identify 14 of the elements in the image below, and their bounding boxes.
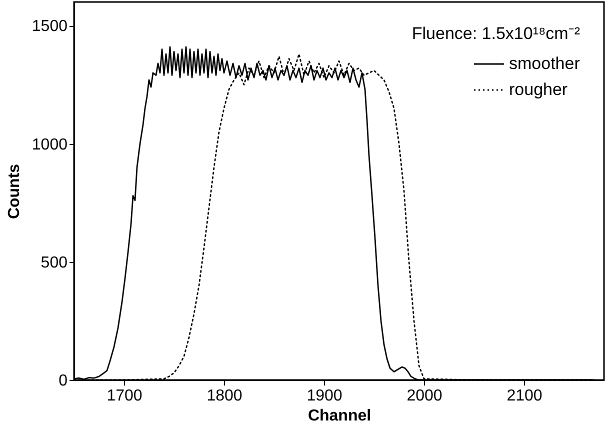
legend-title: Fluence: 1.5x10¹⁸cm⁻² <box>412 24 580 43</box>
x-tick-label: 1900 <box>306 388 342 404</box>
x-tick-label: 2000 <box>406 388 442 404</box>
y-axis-title: Counts <box>6 164 23 220</box>
x-axis-title: Channel <box>308 408 372 424</box>
x-tick-label: 1800 <box>206 388 242 404</box>
x-tick-label: 2100 <box>506 388 542 404</box>
y-tick-label: 1500 <box>32 18 68 36</box>
legend-label: rougher <box>509 80 568 99</box>
y-tick-label: 0 <box>58 372 68 390</box>
y-tick-label: 1000 <box>32 136 68 154</box>
legend-label: smoother <box>509 54 580 73</box>
x-tick-label: 1700 <box>106 388 142 404</box>
y-tick-label: 500 <box>40 254 68 272</box>
